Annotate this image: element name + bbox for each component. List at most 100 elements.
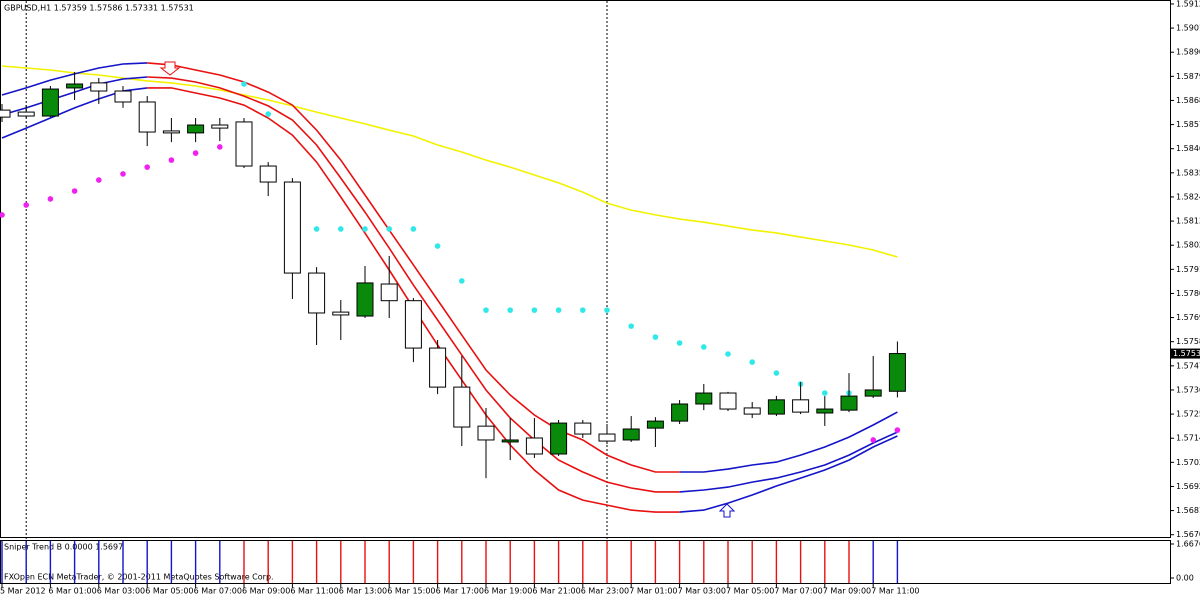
y-tick-label: 0.00 (1176, 574, 1194, 583)
x-tick-label: 6 Mar 07:00 (194, 587, 242, 596)
indicator-dot (362, 226, 368, 232)
indicator-dot (773, 370, 780, 376)
indicator-dot (410, 226, 417, 232)
indicator-dot (725, 351, 731, 357)
footer: FXOpen ECN MetaTrader, © 2001-2011 MetaQ… (4, 573, 274, 582)
candle-body (550, 422, 568, 455)
candle-body (259, 165, 277, 183)
indicator-dot (434, 243, 441, 249)
indicator-dot (507, 307, 513, 313)
y-tick-label: 1.57695 (1176, 313, 1200, 322)
indicator-title: Sniper Trend B 0.0000 1.5697 (4, 543, 123, 552)
candle-body (816, 408, 834, 414)
y-tick-label: 1.57475 (1176, 361, 1200, 370)
y-tick-label: 1.57365 (1176, 385, 1200, 394)
y-tick-label: 1.58795 (1176, 72, 1200, 81)
candle-body (90, 82, 108, 92)
last-price-box (1171, 348, 1200, 359)
candle-body (453, 386, 471, 428)
indicator-dot (894, 427, 901, 433)
candle-body (792, 399, 810, 413)
y-tick-label: 1.58245 (1176, 192, 1200, 201)
indicator-dot (120, 171, 126, 177)
y-tick-label: 1.57145 (1176, 434, 1200, 443)
indicator-dot (23, 202, 30, 208)
candle-body (0, 109, 11, 118)
candle-body (695, 392, 713, 405)
indicator-dot (580, 307, 586, 313)
indicator-dot (555, 307, 562, 313)
indicator-dot (241, 81, 247, 87)
x-tick-label: 6 Mar 05:00 (145, 587, 193, 596)
y-tick-label: 1.58685 (1176, 96, 1200, 105)
candle-body (574, 422, 592, 435)
indicator-line (1, 65, 898, 258)
candle-body (114, 90, 132, 103)
candle-body (380, 283, 398, 302)
candle-body (767, 399, 785, 415)
x-tick-label: 7 Mar 07:00 (774, 587, 822, 596)
x-tick-label: 6 Mar 21:00 (532, 587, 580, 596)
candle-body (429, 347, 447, 388)
indicator-dot (313, 226, 320, 232)
x-tick-label: 7 Mar 01:00 (629, 587, 677, 596)
candle-body (404, 300, 422, 349)
candle-body (501, 439, 519, 443)
indicator-dot (192, 150, 199, 156)
y-tick-label: 1.56925 (1176, 482, 1200, 491)
candle-body (162, 130, 180, 134)
x-tick-label: 6 Mar 11:00 (290, 587, 338, 596)
last-price-label: 1.57531 (1173, 349, 1200, 358)
y-tick-label: 1.58135 (1176, 217, 1200, 226)
indicator-dot (96, 177, 102, 183)
candle-body (211, 124, 229, 129)
indicator-dot (870, 437, 876, 443)
candle-body (332, 311, 350, 316)
candle-body (235, 121, 253, 167)
x-tick-label: 6 Mar 01:00 (48, 587, 96, 596)
indicator-dot (483, 307, 489, 313)
indicator-dot (459, 278, 465, 284)
indicator-dot (822, 390, 828, 396)
candle-body (743, 407, 761, 415)
y-tick-label: 1.59125 (1176, 0, 1200, 8)
indicator-dot (628, 323, 634, 329)
x-tick-label: 6 Mar 13:00 (339, 587, 387, 596)
x-tick-label: 7 Mar 03:00 (678, 587, 726, 596)
x-tick-label: 7 Mar 11:00 (871, 587, 919, 596)
y-tick-label: 1.58465 (1176, 144, 1200, 153)
candle-body (187, 124, 205, 134)
y-tick-label: 1.57805 (1176, 289, 1200, 298)
indicator-dot (386, 226, 393, 232)
candle-body (888, 353, 906, 392)
indicator-dot (676, 340, 683, 346)
y-tick-label: 1.6676 (1176, 540, 1200, 549)
y-tick-label: 1.57035 (1176, 458, 1200, 467)
indicator-dot (652, 334, 659, 340)
y-tick-label: 1.57255 (1176, 410, 1200, 419)
indicator-line (147, 76, 680, 493)
y-tick-label: 1.56815 (1176, 506, 1200, 515)
indicator-dot (168, 157, 175, 163)
y-tick-label: 1.57585 (1176, 337, 1200, 346)
candle-body (283, 181, 301, 274)
candle-body (17, 111, 35, 117)
y-tick-label: 1.57915 (1176, 265, 1200, 274)
indicator-line (147, 62, 680, 473)
x-tick-label: 7 Mar 05:00 (726, 587, 774, 596)
indicator-dot (701, 344, 707, 350)
candle-body (646, 420, 664, 429)
indicator-dot (338, 226, 344, 232)
indicator-dot (71, 188, 78, 194)
marks (0, 62, 906, 513)
candle-body (719, 392, 737, 410)
x-tick-label: 6 Mar 03:00 (97, 587, 145, 596)
main-window (0, 0, 1171, 538)
y-tick-label: 1.56705 (1176, 530, 1200, 539)
candle-body (864, 389, 882, 397)
candle-body (622, 428, 640, 441)
candle-body (525, 437, 543, 455)
indicator-dot (604, 307, 610, 313)
